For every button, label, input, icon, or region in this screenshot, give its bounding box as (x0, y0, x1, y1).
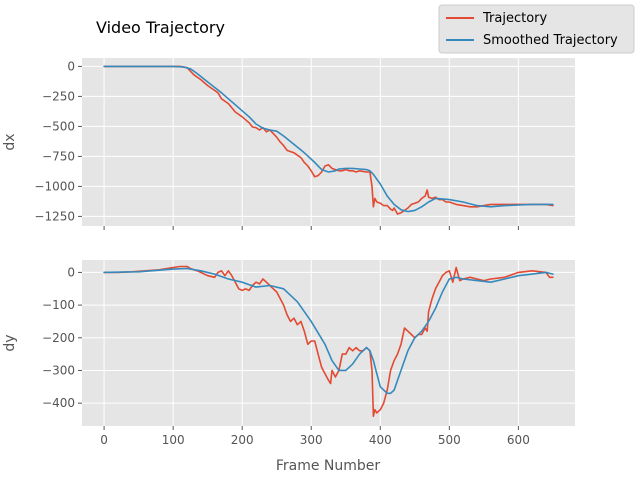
subplot-dy-grid (82, 260, 575, 426)
dy-series-smoothed-trajectory (103, 267, 554, 395)
subplot-dx-series (103, 65, 554, 215)
dx-axis-label: dx (2, 133, 18, 150)
dy-x-tick-label-100: 100 (162, 433, 185, 447)
dx-y-tick-label--250: −250 (42, 89, 75, 103)
subplot-dy-series (103, 265, 554, 418)
dx-y-tick-label--500: −500 (42, 119, 75, 133)
subplot-dx-ticks: 0 −250 −500 −750 −1000 −1250 (34, 59, 519, 230)
legend-label-trajectory: Trajectory (482, 11, 547, 26)
dy-x-tick-label-200: 200 (231, 433, 254, 447)
subplot-dy-background (82, 260, 575, 426)
dx-y-tick-label-0: 0 (67, 59, 75, 73)
dx-y-tick-label--750: −750 (42, 149, 75, 163)
dy-x-tick-label-0: 0 (100, 433, 108, 447)
dy-y-tick-label--200: −200 (42, 331, 75, 345)
figure-title: Video Trajectory (96, 18, 225, 37)
dx-series-trajectory (103, 65, 554, 215)
dx-series-smoothed-trajectory (103, 65, 554, 213)
dy-y-tick-label--100: −100 (42, 298, 75, 312)
subplot-dy-ticks: 0 100 200 300 400 500 600 0 −100 −200 −300 −400 (42, 265, 530, 447)
dy-y-tick-label--400: −400 (42, 396, 75, 410)
dy-axis-label: dy (2, 334, 18, 351)
dy-x-tick-label-500: 500 (438, 433, 461, 447)
legend: Trajectory Smoothed Trajectory (438, 4, 635, 54)
dy-y-tick-label--300: −300 (42, 363, 75, 377)
dy-x-tick-label-300: 300 (300, 433, 323, 447)
dy-x-tick-label-600: 600 (507, 433, 530, 447)
subplot-dx-background (82, 58, 575, 226)
x-axis-label: Frame Number (276, 458, 381, 474)
legend-label-smoothed-trajectory: Smoothed Trajectory (483, 33, 618, 48)
subplot-dx: 0 −250 −500 −750 −1000 −1250 dx (2, 58, 575, 230)
legend-frame (438, 4, 635, 54)
dx-y-tick-label--1000: −1000 (34, 179, 75, 193)
dy-x-tick-label-400: 400 (369, 433, 392, 447)
dy-series-trajectory (103, 265, 554, 418)
dy-y-tick-label-0: 0 (67, 265, 75, 279)
dx-y-tick-label--1250: −1250 (34, 209, 75, 223)
